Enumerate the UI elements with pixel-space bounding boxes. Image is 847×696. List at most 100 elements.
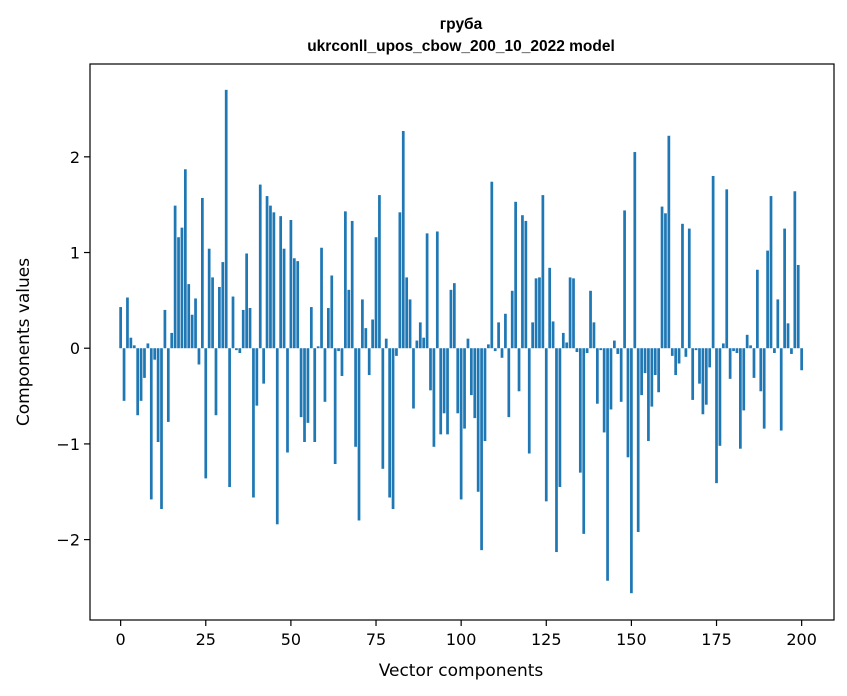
bar-163 <box>674 348 678 376</box>
bar-47 <box>279 216 283 349</box>
bar-83 <box>401 130 405 349</box>
chart-subtitle: ukrconll_upos_cbow_200_10_2022 model <box>307 38 615 55</box>
bar-198 <box>793 191 797 349</box>
bar-142 <box>602 348 606 433</box>
bar-103 <box>470 348 473 396</box>
bar-17 <box>177 237 180 349</box>
bar-123 <box>538 277 541 349</box>
bar-156 <box>650 348 654 407</box>
bar-88 <box>418 322 422 349</box>
bar-179 <box>728 348 732 379</box>
bar-124 <box>541 195 545 349</box>
bar-67 <box>347 289 351 349</box>
bar-134 <box>575 348 579 353</box>
bar-49 <box>286 348 289 453</box>
bar-194 <box>779 348 783 431</box>
bar-171 <box>701 348 705 415</box>
bar-151 <box>633 152 637 349</box>
bar-146 <box>616 348 620 354</box>
x-tick-label: 175 <box>701 630 732 649</box>
bar-2 <box>126 297 129 349</box>
bar-0 <box>119 307 122 349</box>
bar-196 <box>786 323 790 349</box>
bar-37 <box>245 253 248 349</box>
bar-61 <box>326 308 330 349</box>
bar-34 <box>235 348 238 351</box>
bar-80 <box>391 348 395 509</box>
bar-105 <box>476 348 480 492</box>
bar-152 <box>636 348 640 532</box>
bar-8 <box>146 343 150 349</box>
bar-113 <box>504 313 507 349</box>
bar-44 <box>269 205 272 349</box>
bar-53 <box>299 348 303 418</box>
bar-73 <box>367 348 371 376</box>
x-tick-label: 125 <box>531 630 562 649</box>
bar-167 <box>687 228 691 349</box>
bar-111 <box>497 322 500 349</box>
bar-153 <box>640 348 643 396</box>
bar-131 <box>565 342 569 349</box>
bar-11 <box>156 348 160 442</box>
bar-33 <box>231 296 235 349</box>
bar-46 <box>275 348 279 525</box>
x-axis-label: Vector components <box>379 661 544 681</box>
bar-57 <box>313 348 317 442</box>
bar-180 <box>732 348 735 352</box>
bar-175 <box>715 348 718 484</box>
bar-145 <box>613 340 616 349</box>
bar-170 <box>698 348 701 384</box>
bar-20 <box>187 284 191 349</box>
bar-162 <box>670 348 674 356</box>
bar-45 <box>272 212 276 349</box>
bar-193 <box>776 299 780 349</box>
x-tick-label: 100 <box>446 630 477 649</box>
bar-69 <box>354 348 357 447</box>
bar-58 <box>316 346 320 349</box>
bar-76 <box>378 195 381 349</box>
bar-116 <box>514 201 517 349</box>
bar-158 <box>657 348 660 393</box>
bar-109 <box>490 181 494 349</box>
bar-177 <box>721 343 725 349</box>
bar-93 <box>435 231 439 349</box>
bar-59 <box>320 247 323 349</box>
bar-127 <box>551 321 555 349</box>
bar-185 <box>749 345 752 349</box>
bar-31 <box>224 89 228 349</box>
x-axis-ticks: 0 25 50 75 100 125 150 175 200 <box>116 620 817 649</box>
bar-181 <box>735 348 739 353</box>
bar-100 <box>459 348 463 500</box>
bar-169 <box>694 348 698 351</box>
bar-4 <box>132 345 136 349</box>
bar-18 <box>180 227 184 349</box>
bar-114 <box>507 348 511 418</box>
bar-63 <box>333 348 337 465</box>
bar-55 <box>306 348 310 423</box>
bar-108 <box>487 344 490 349</box>
bar-39 <box>252 348 255 498</box>
bar-38 <box>248 308 252 349</box>
bar-77 <box>381 348 385 469</box>
bar-150 <box>630 348 633 594</box>
bar-7 <box>143 348 146 378</box>
bar-186 <box>752 348 756 378</box>
bar-143 <box>606 348 609 581</box>
bar-112 <box>500 348 504 358</box>
bar-6 <box>139 348 143 401</box>
bar-184 <box>745 334 749 349</box>
bar-157 <box>653 348 657 376</box>
bar-22 <box>194 298 197 349</box>
y-tick-label: 2 <box>70 148 80 167</box>
bar-42 <box>262 348 266 384</box>
bar-125 <box>544 348 548 502</box>
bar-92 <box>432 348 436 447</box>
bar-25 <box>204 348 208 479</box>
bar-96 <box>446 348 449 435</box>
bar-188 <box>759 348 763 392</box>
bar-79 <box>388 348 391 498</box>
bar-74 <box>371 319 374 349</box>
bar-147 <box>619 348 623 402</box>
bar-64 <box>337 348 340 352</box>
bar-120 <box>527 348 531 454</box>
